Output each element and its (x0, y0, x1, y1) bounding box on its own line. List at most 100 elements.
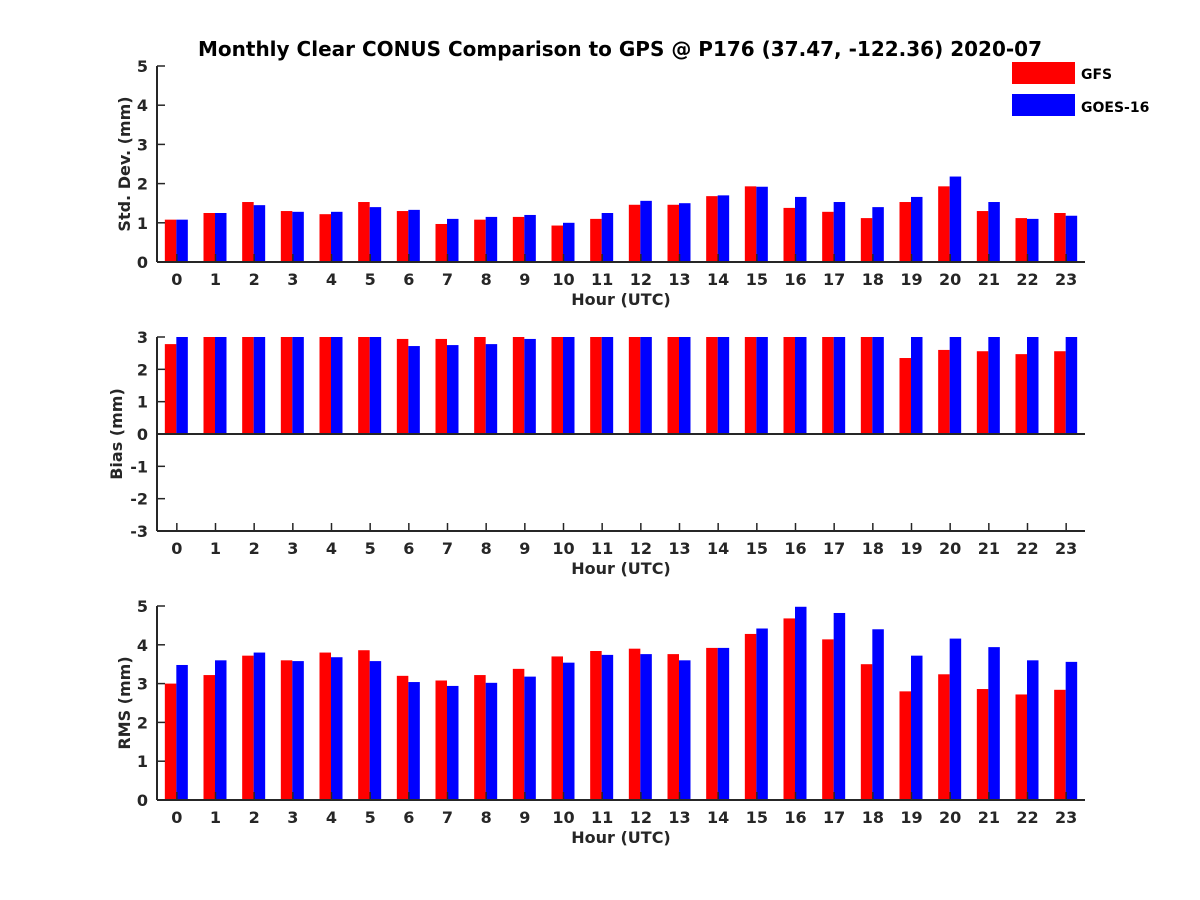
rms-bar-goes16-7 (447, 685, 459, 800)
rms-bar-goes16-14 (717, 647, 730, 800)
std-dev-bar-goes16-8 (485, 216, 498, 262)
std-dev-xtick-label: 13 (668, 270, 690, 289)
bias-bar-gfs-8 (474, 337, 486, 434)
std-dev-xlabel: Hour (UTC) (571, 290, 671, 309)
rms-bar-goes16-17 (833, 612, 846, 800)
rms-ytick-label: 3 (137, 675, 148, 694)
std-dev-bar-goes16-18 (872, 207, 884, 262)
std-dev-ytick-label: 1 (137, 214, 148, 233)
rms-bar-gfs-3 (280, 660, 293, 800)
std-dev-xtick-label: 11 (591, 270, 613, 289)
rms-xtick-label: 3 (287, 808, 298, 827)
rms-bar-gfs-1 (203, 675, 215, 800)
rms-xtick-label: 2 (249, 808, 260, 827)
bias-bar-gfs-11 (590, 337, 602, 434)
bias-bar-goes16-1 (215, 337, 227, 434)
bias-ytick-label: -1 (130, 457, 148, 476)
rms-xtick-label: 22 (1016, 808, 1038, 827)
std-dev-bar-gfs-17 (822, 211, 834, 262)
rms-xlabel: Hour (UTC) (571, 828, 671, 847)
bias-xtick-label: 3 (287, 539, 298, 558)
std-dev-bar-gfs-18 (860, 218, 873, 262)
std-dev-bar-goes16-10 (563, 222, 575, 262)
bias-bar-goes16-17 (833, 337, 846, 434)
std-dev-xtick-label: 7 (442, 270, 453, 289)
std-dev-xtick-label: 2 (249, 270, 260, 289)
bias-xtick-label: 22 (1016, 539, 1038, 558)
rms-ytick-label: 5 (137, 597, 148, 616)
rms-xtick-label: 16 (784, 808, 806, 827)
rms-bar-goes16-9 (524, 676, 536, 800)
rms-ytick-label: 0 (137, 791, 148, 810)
rms-bar-gfs-4 (319, 652, 331, 800)
bias-bar-gfs-9 (512, 337, 525, 434)
rms-xtick-label: 5 (365, 808, 376, 827)
std-dev-bar-goes16-22 (1027, 218, 1039, 262)
std-dev-bar-goes16-9 (524, 214, 536, 262)
rms-bar-gfs-20 (938, 674, 950, 800)
rms-bar-goes16-0 (176, 664, 188, 800)
bias-bar-goes16-2 (253, 337, 266, 434)
std-dev-xtick-label: 22 (1016, 270, 1038, 289)
rms-bar-gfs-0 (164, 683, 177, 800)
bias-bar-goes16-14 (717, 337, 730, 434)
std-dev-bar-gfs-13 (667, 204, 679, 262)
std-dev-xtick-label: 16 (784, 270, 806, 289)
bias-xtick-label: 6 (403, 539, 414, 558)
bias-bar-goes16-13 (679, 337, 691, 434)
rms-bar-goes16-23 (1065, 661, 1078, 800)
bias-bar-goes16-6 (408, 346, 420, 434)
rms-bar-gfs-18 (860, 664, 873, 800)
rms-bar-goes16-4 (331, 657, 343, 800)
rms-xtick-label: 7 (442, 808, 453, 827)
std-dev-bar-gfs-9 (512, 216, 525, 262)
std-dev-bar-goes16-4 (331, 211, 343, 262)
rms-bar-goes16-3 (292, 661, 304, 800)
rms-bar-goes16-22 (1027, 660, 1039, 800)
std-dev-ytick-label: 5 (137, 57, 148, 76)
bias-xtick-label: 19 (900, 539, 922, 558)
bias-ytick-label: -3 (130, 522, 148, 541)
bias-xtick-label: 10 (552, 539, 574, 558)
std-dev-bar-gfs-7 (435, 223, 447, 262)
bias-bar-goes16-10 (563, 337, 575, 434)
std-dev-bar-goes16-20 (949, 176, 962, 262)
bias-xtick-label: 2 (249, 539, 260, 558)
std-dev-xtick-label: 20 (939, 270, 961, 289)
bias-xtick-label: 13 (668, 539, 690, 558)
rms-xtick-label: 1 (210, 808, 221, 827)
std-dev-bar-gfs-4 (319, 214, 331, 262)
bias-xtick-label: 9 (519, 539, 530, 558)
rms-xtick-label: 0 (171, 808, 182, 827)
bias-bar-gfs-7 (435, 338, 447, 434)
bias-bar-gfs-19 (899, 358, 911, 434)
std-dev-bar-gfs-3 (280, 211, 293, 262)
bias-ylabel: Bias (mm) (107, 388, 126, 480)
std-dev-bar-goes16-2 (253, 205, 266, 262)
rms-bar-gfs-9 (512, 668, 525, 800)
bias-bar-goes16-19 (911, 337, 923, 434)
std-dev-bar-goes16-0 (176, 219, 188, 262)
std-dev-ylabel: Std. Dev. (mm) (115, 96, 134, 231)
bias-xtick-label: 21 (978, 539, 1000, 558)
bias-bar-gfs-13 (667, 337, 679, 434)
rms-bar-gfs-13 (667, 654, 679, 800)
rms-bar-goes16-15 (756, 628, 768, 800)
rms-bar-goes16-20 (949, 638, 962, 800)
rms-xtick-label: 18 (862, 808, 884, 827)
std-dev-xtick-label: 12 (630, 270, 652, 289)
rms-bar-goes16-2 (253, 652, 266, 800)
rms-bar-gfs-12 (628, 648, 641, 800)
std-dev-bar-gfs-5 (358, 202, 370, 262)
std-dev-bar-gfs-15 (744, 186, 757, 262)
std-dev-xtick-label: 17 (823, 270, 845, 289)
std-dev-bar-goes16-7 (447, 218, 459, 262)
std-dev-bar-goes16-14 (717, 195, 730, 262)
std-dev-ytick-label: 3 (137, 135, 148, 154)
rms-bar-gfs-16 (783, 618, 795, 800)
std-dev-bar-goes16-5 (369, 207, 382, 262)
bias-bar-gfs-2 (242, 337, 254, 434)
std-dev-xtick-label: 10 (552, 270, 574, 289)
